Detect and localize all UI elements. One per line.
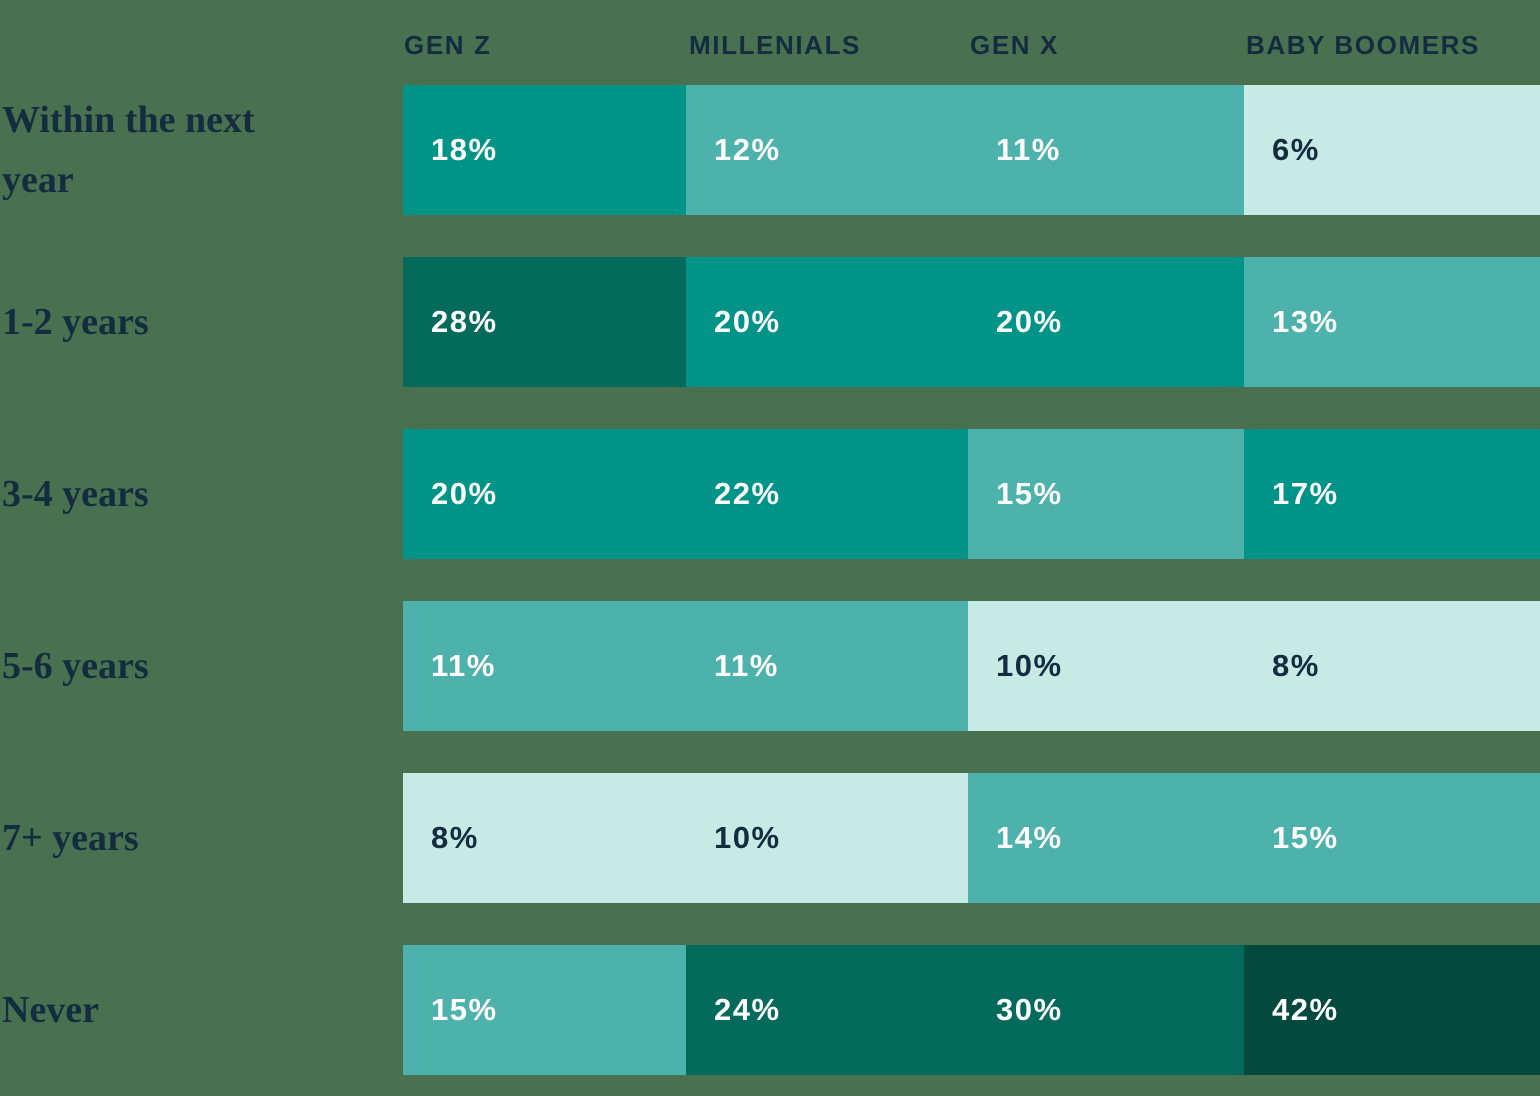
row-label: 5-6 years [2,644,149,687]
heatmap-cell: 22% [686,429,968,559]
heatmap-row-1-2-years: 1-2 years 28% 20% 20% 13% [0,257,1540,387]
row-label: 1-2 years [2,300,149,343]
heatmap-cell: 15% [403,945,686,1075]
heatmap-cell: 11% [686,601,968,731]
heatmap-cell: 11% [968,85,1244,215]
heatmap-cell: 18% [403,85,686,215]
heatmap-cell: 30% [968,945,1244,1075]
column-header-gen-z: GEN Z [404,30,492,60]
heatmap-cell: 12% [686,85,968,215]
heatmap-cell: 17% [1244,429,1540,559]
heatmap-cell: 28% [403,257,686,387]
heatmap-cell: 8% [1244,601,1540,731]
row-label: Never [2,988,100,1031]
heatmap-row-never: Never 15% 24% 30% 42% [0,945,1540,1075]
heatmap-cell: 42% [1244,945,1540,1075]
column-header-gen-x: GEN X [970,30,1059,60]
heatmap-cell: 24% [686,945,968,1075]
heatmap-cell: 8% [403,773,686,903]
heatmap-cell: 10% [968,601,1244,731]
heatmap-cell: 15% [968,429,1244,559]
heatmap-cell: 13% [1244,257,1540,387]
column-header-baby-boomers: BABY BOOMERS [1246,30,1480,60]
column-header-millenials: MILLENIALS [689,30,861,60]
row-label: 3-4 years [2,472,149,515]
heatmap-row-within-next-year: Within the next year 18% 12% 11% 6% [0,85,1540,215]
heatmap-cell: 11% [403,601,686,731]
heatmap-cell: 10% [686,773,968,903]
heatmap-cell: 14% [968,773,1244,903]
row-label: Within the next year [2,98,255,201]
heatmap-cell: 6% [1244,85,1540,215]
heatmap-cell: 20% [403,429,686,559]
heatmap-cell: 15% [1244,773,1540,903]
heatmap-row-3-4-years: 3-4 years 20% 22% 15% 17% [0,429,1540,559]
row-label: 7+ years [2,816,139,859]
heatmap-row-7-plus-years: 7+ years 8% 10% 14% 15% [0,773,1540,903]
heatmap-row-5-6-years: 5-6 years 11% 11% 10% 8% [0,601,1540,731]
heatmap-cell: 20% [686,257,968,387]
heatmap-cell: 20% [968,257,1244,387]
